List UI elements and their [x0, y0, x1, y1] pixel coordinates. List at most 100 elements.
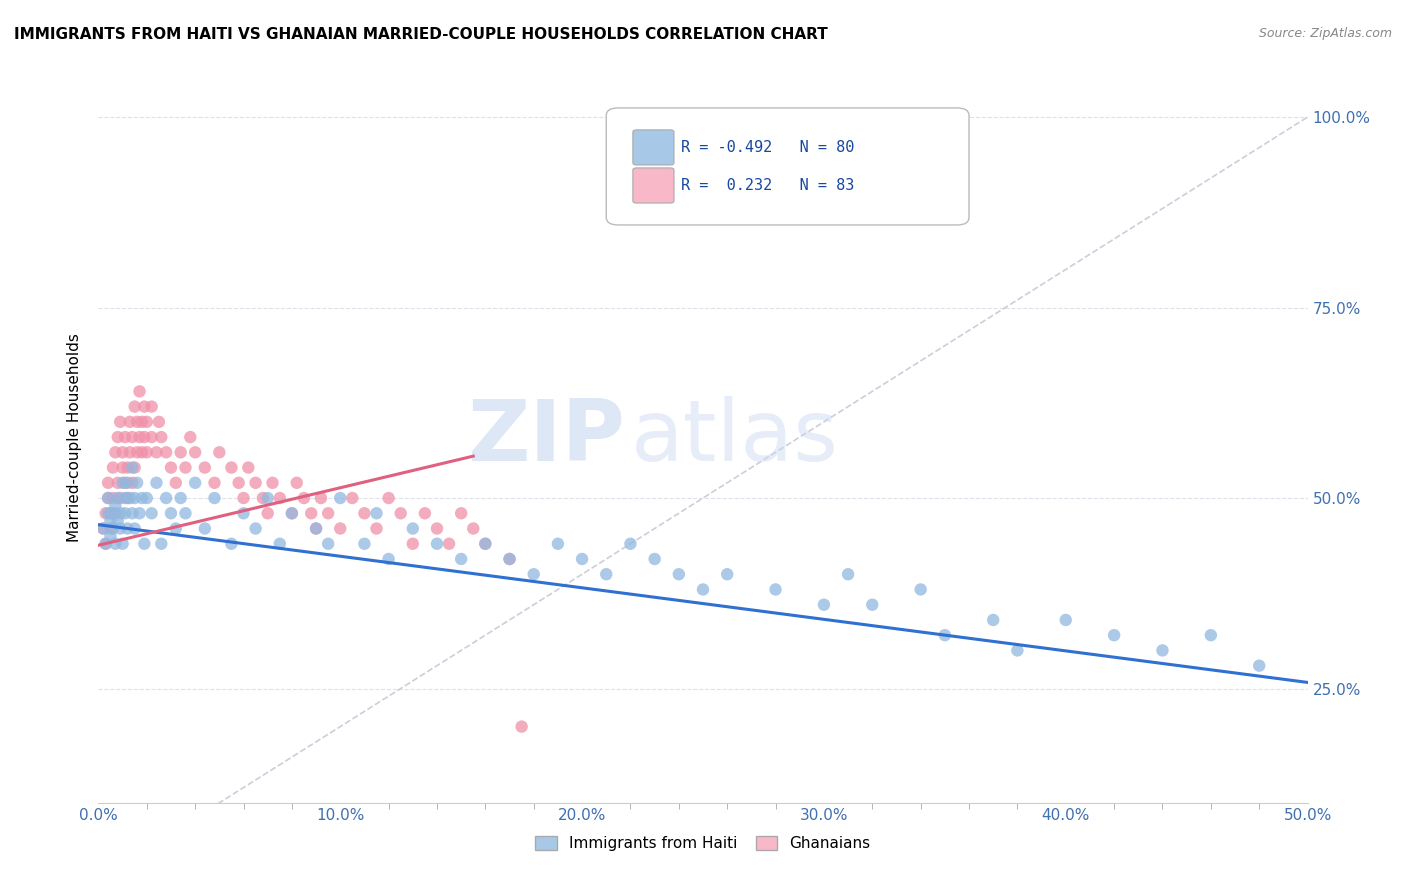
Point: [910, 582, 932, 597]
Point: [134, 430, 156, 444]
Point: [111, 537, 134, 551]
Point: [305, 521, 328, 535]
Point: [97, 475, 120, 490]
Point: [716, 567, 738, 582]
Point: [165, 521, 187, 535]
Point: [934, 628, 956, 642]
Point: [228, 475, 250, 490]
Point: [316, 506, 339, 520]
Point: [232, 506, 254, 520]
Point: [104, 499, 127, 513]
Point: [108, 521, 131, 535]
Point: [108, 491, 131, 505]
Point: [117, 491, 139, 505]
Point: [238, 460, 260, 475]
Point: [145, 475, 167, 490]
Point: [160, 460, 183, 475]
Point: [127, 445, 149, 459]
Point: [141, 506, 163, 520]
Point: [118, 445, 141, 459]
Point: [107, 430, 129, 444]
Point: [128, 430, 150, 444]
Point: [498, 552, 520, 566]
Point: [100, 514, 122, 528]
Point: [498, 552, 520, 566]
Point: [413, 506, 436, 520]
Point: [329, 491, 352, 505]
Point: [121, 460, 143, 475]
Point: [474, 537, 496, 551]
Point: [128, 384, 150, 399]
Point: [353, 537, 375, 551]
Text: ZIP: ZIP: [467, 395, 624, 479]
Point: [1199, 628, 1222, 642]
Point: [100, 506, 122, 520]
Point: [121, 430, 143, 444]
Point: [256, 506, 278, 520]
Point: [305, 521, 328, 535]
Point: [366, 521, 388, 535]
Point: [309, 491, 332, 505]
Point: [450, 552, 472, 566]
Point: [94, 506, 117, 520]
Point: [150, 537, 173, 551]
Point: [91, 521, 114, 535]
Point: [981, 613, 1004, 627]
Point: [101, 521, 124, 535]
Point: [668, 567, 690, 582]
Point: [101, 460, 124, 475]
Point: [169, 491, 191, 505]
Point: [184, 475, 207, 490]
Point: [104, 445, 127, 459]
Point: [366, 506, 388, 520]
Point: [114, 475, 136, 490]
Point: [256, 491, 278, 505]
Point: [134, 400, 156, 414]
Point: [150, 430, 173, 444]
Point: [107, 491, 129, 505]
Point: [463, 521, 485, 535]
Point: [426, 537, 449, 551]
Point: [194, 460, 217, 475]
Point: [860, 598, 883, 612]
Point: [245, 475, 267, 490]
Point: [118, 415, 141, 429]
Point: [100, 521, 122, 535]
Point: [595, 567, 617, 582]
Point: [353, 506, 375, 520]
Point: [232, 491, 254, 505]
Point: [145, 445, 167, 459]
Point: [91, 521, 114, 535]
Point: [124, 491, 146, 505]
Point: [121, 475, 143, 490]
Point: [135, 445, 157, 459]
Point: [204, 475, 226, 490]
Point: [269, 537, 291, 551]
Point: [299, 506, 322, 520]
Point: [402, 537, 425, 551]
Point: [174, 460, 197, 475]
Point: [269, 491, 291, 505]
Point: [101, 491, 124, 505]
Point: [1102, 628, 1125, 642]
Point: [221, 537, 243, 551]
Point: [204, 491, 226, 505]
Point: [692, 582, 714, 597]
Point: [114, 491, 136, 505]
Point: [128, 506, 150, 520]
Point: [245, 521, 267, 535]
Point: [134, 537, 156, 551]
Point: [165, 475, 187, 490]
Point: [117, 475, 139, 490]
Point: [281, 506, 304, 520]
Point: [107, 514, 129, 528]
Point: [765, 582, 787, 597]
Point: [342, 491, 364, 505]
Text: Source: ZipAtlas.com: Source: ZipAtlas.com: [1258, 27, 1392, 40]
Point: [108, 415, 131, 429]
Point: [118, 491, 141, 505]
Point: [523, 567, 546, 582]
Point: [426, 521, 449, 535]
Point: [141, 430, 163, 444]
Point: [571, 552, 593, 566]
